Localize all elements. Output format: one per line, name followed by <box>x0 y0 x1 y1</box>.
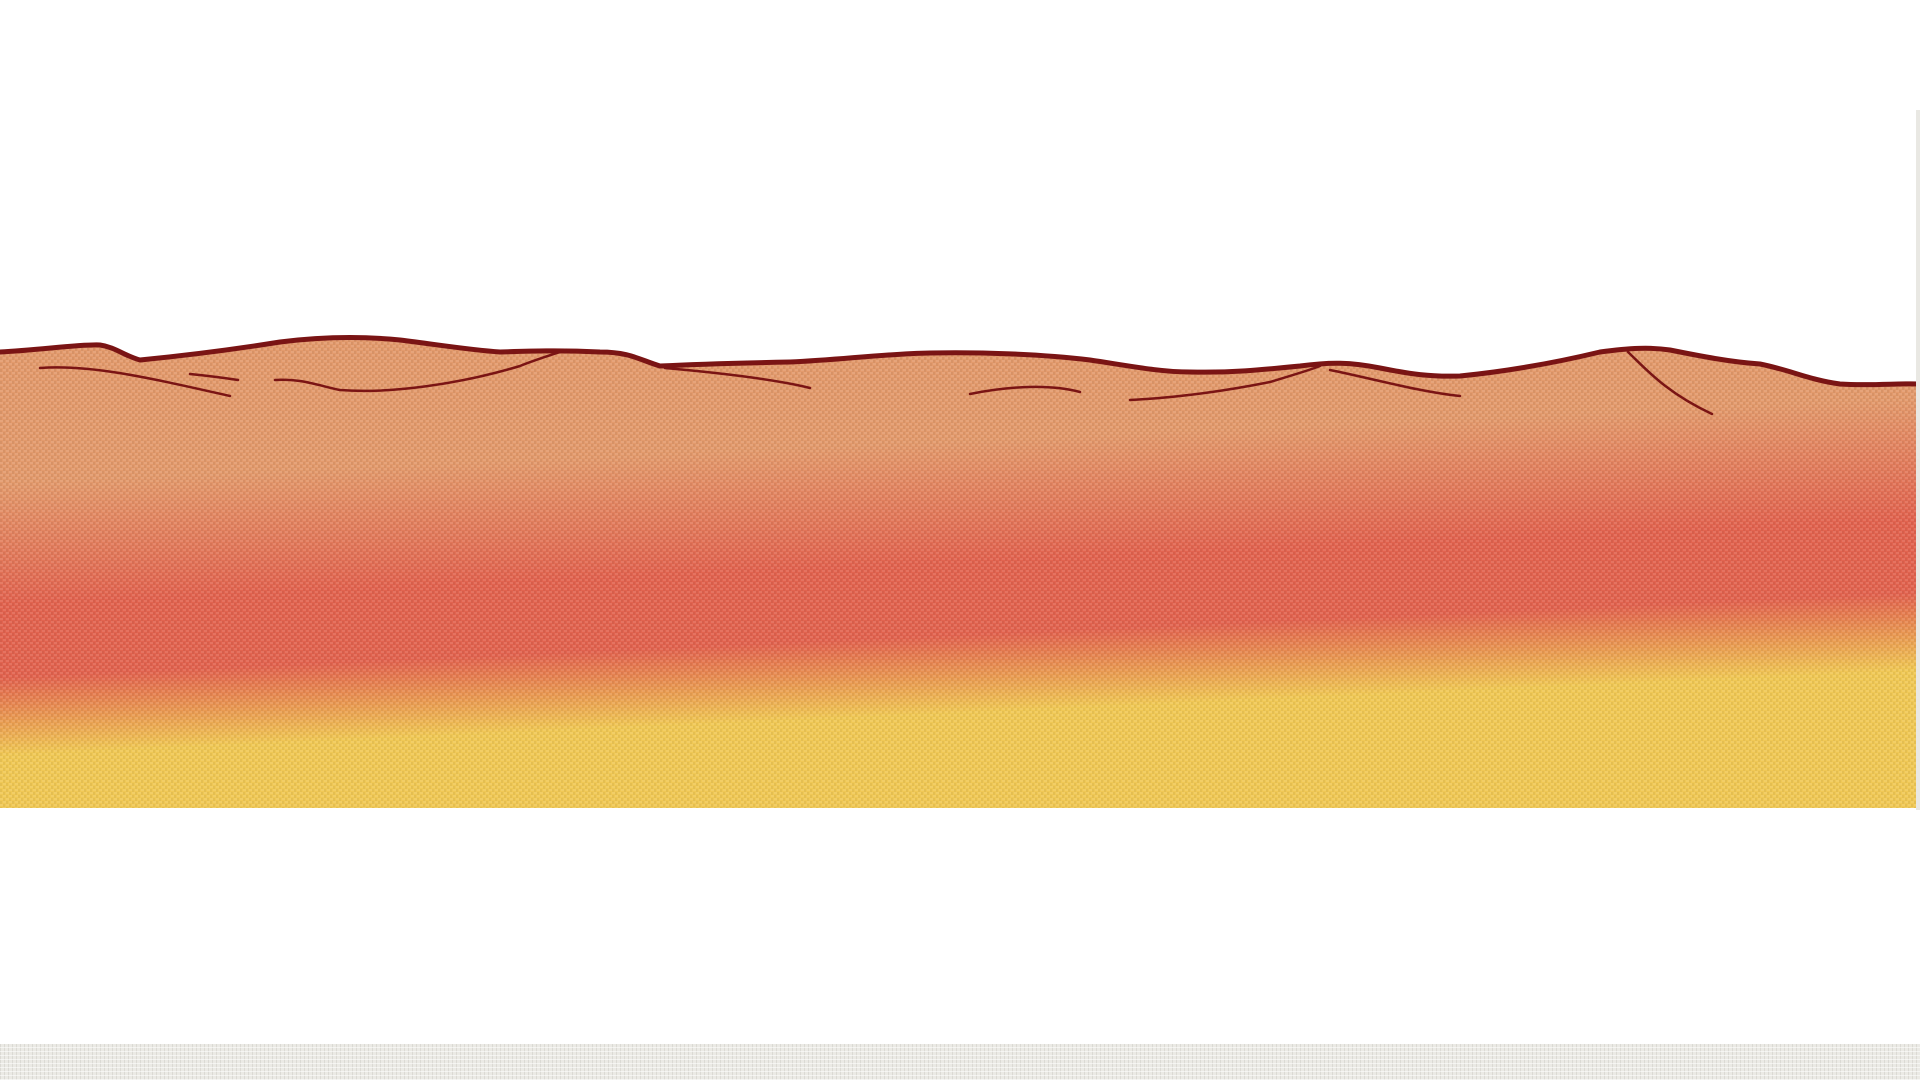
crease-4 <box>663 366 812 390</box>
crease-2 <box>188 372 240 382</box>
crease-3 <box>273 350 562 393</box>
dune-creases <box>38 350 1714 416</box>
crease-1 <box>38 366 232 398</box>
crease-6 <box>1128 364 1322 402</box>
sand-texture <box>0 337 1920 808</box>
crease-7 <box>1328 368 1462 398</box>
crease-5 <box>968 385 1082 396</box>
crease-8 <box>1626 350 1714 416</box>
ground-strip <box>0 1044 1920 1080</box>
ridge-outline <box>0 335 1920 388</box>
frame-edge <box>1916 110 1920 810</box>
